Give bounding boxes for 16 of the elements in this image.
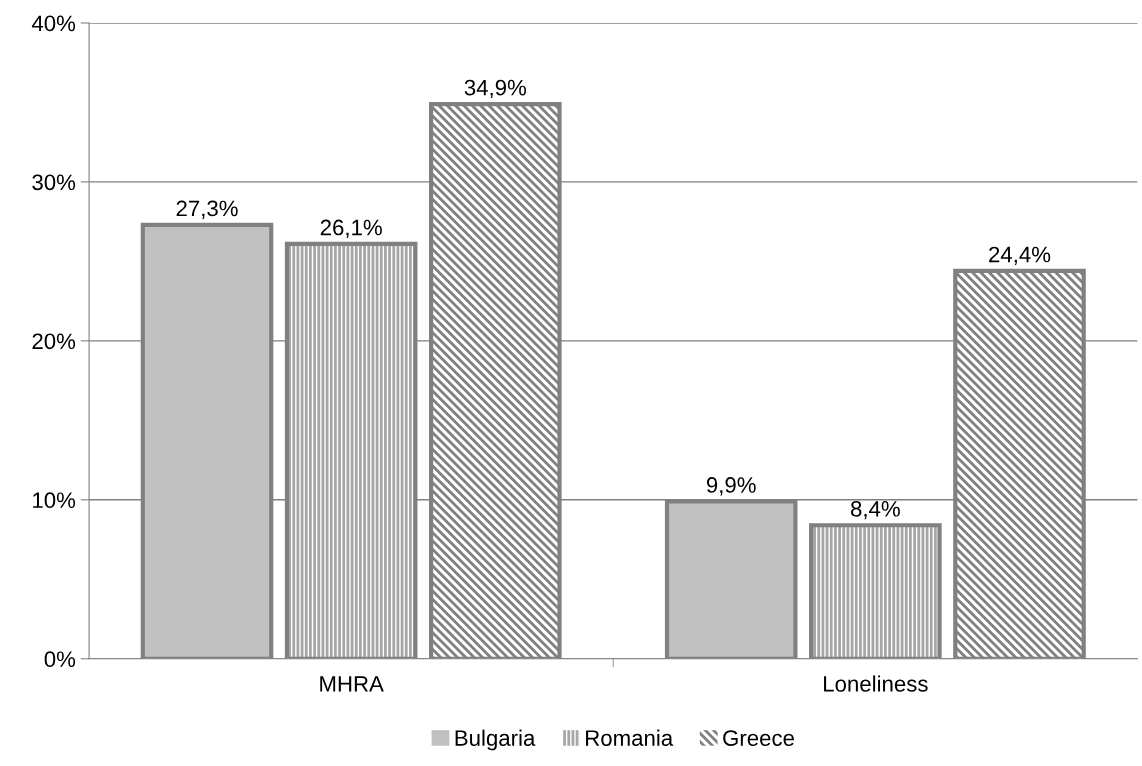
legend-label: Romania: [586, 729, 674, 746]
data-label: 34,9%: [464, 79, 527, 99]
y-tick-label: 40%: [31, 15, 76, 32]
legend-label: Bulgaria: [455, 729, 536, 751]
x-tick-label: MHRA: [320, 676, 384, 692]
y-tick-label: 0%: [44, 651, 76, 668]
data-label: 26,1%: [320, 219, 382, 238]
y-tick-label: 20%: [32, 333, 76, 350]
data-label: 27,3%: [176, 200, 238, 219]
data-label: 9,9%: [706, 477, 756, 496]
y-tick-label: 10%: [33, 492, 76, 509]
data-label: 24,4%: [989, 246, 1051, 265]
legend-label: Greece: [723, 730, 794, 746]
x-tick-label: Loneliness: [824, 675, 928, 692]
data-label: 8,4%: [850, 500, 900, 520]
y-tick-label: 30%: [32, 174, 76, 191]
